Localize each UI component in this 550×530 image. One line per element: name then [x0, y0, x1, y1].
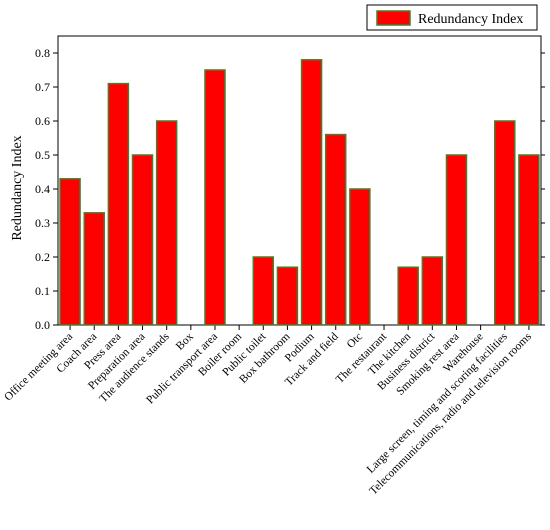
legend-swatch — [376, 10, 411, 26]
legend: Redundancy Index — [366, 4, 538, 31]
bar — [155, 120, 178, 326]
legend-label: Redundancy Index — [418, 12, 523, 27]
bar — [445, 154, 468, 326]
y-tick-label: 0.6 — [35, 114, 50, 128]
y-tick-label: 0.0 — [35, 318, 50, 332]
y-axis-title: Redundancy Index — [10, 135, 25, 240]
bar — [59, 178, 81, 326]
x-tick-label: Otc — [345, 331, 365, 351]
y-tick-label: 0.8 — [35, 46, 50, 60]
y-tick-label: 0.7 — [35, 80, 50, 94]
y-tick-label: 0.4 — [35, 182, 50, 196]
y-tick-label: 0.3 — [35, 216, 50, 230]
plot-frame — [57, 35, 542, 326]
bar — [324, 133, 347, 326]
bar — [276, 266, 299, 326]
bar — [300, 59, 323, 326]
bar — [349, 188, 371, 326]
y-tick-label: 0.1 — [35, 284, 50, 298]
bar — [252, 256, 275, 326]
y-tick-label: 0.5 — [35, 148, 50, 162]
bar — [83, 212, 105, 326]
y-tick-label: 0.2 — [35, 250, 50, 264]
bar — [518, 154, 540, 326]
bar — [421, 256, 444, 326]
bar — [494, 120, 516, 326]
bar — [107, 82, 130, 326]
bar — [204, 69, 226, 326]
bar — [397, 266, 419, 326]
bar — [131, 154, 154, 326]
